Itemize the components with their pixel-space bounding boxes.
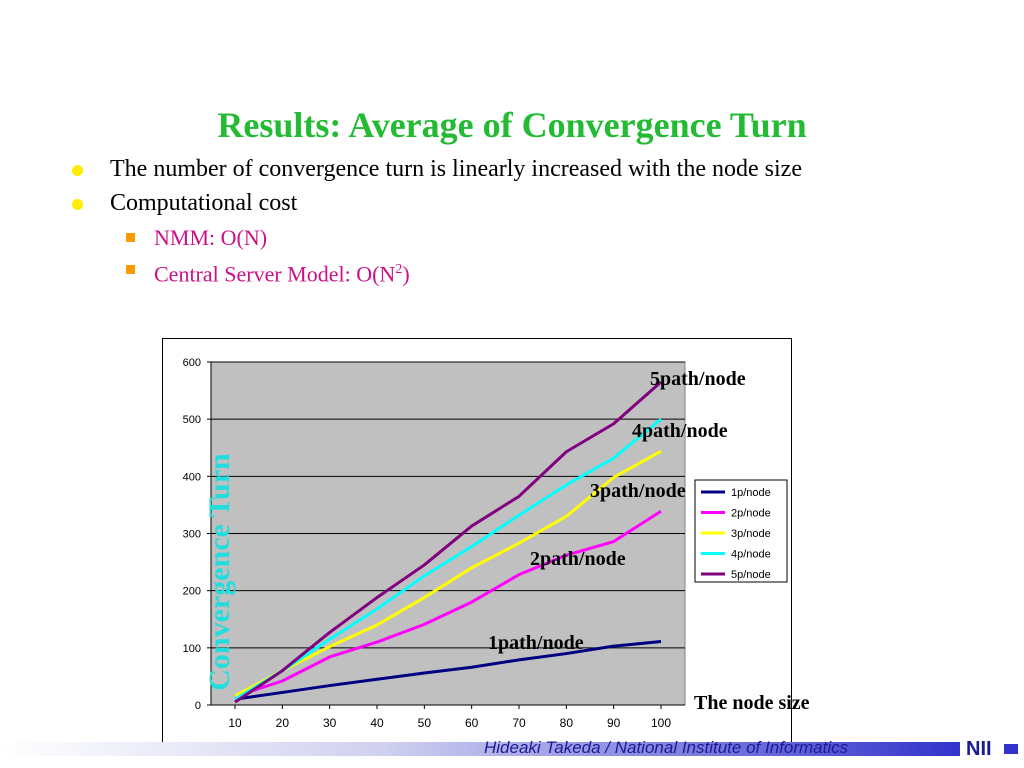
- x-tick-label: 100: [651, 716, 671, 730]
- x-tick-label: 20: [276, 716, 290, 730]
- bullet-square-icon: [126, 233, 135, 242]
- y-tick-label: 0: [195, 700, 201, 712]
- legend-entry: 3p/node: [731, 528, 771, 540]
- annotation-5path: 5path/node: [650, 368, 746, 390]
- y-tick-label: 100: [183, 643, 201, 655]
- annotation-1path: 1path/node: [488, 632, 584, 654]
- x-tick-label: 40: [370, 716, 384, 730]
- sub-bullet-item: Central Server Model: O(N2): [72, 256, 852, 288]
- footer-bar: [0, 742, 960, 756]
- bullet-text: The number of convergence turn is linear…: [110, 156, 802, 182]
- legend-entry: 5p/node: [731, 569, 771, 581]
- x-tick-label: 80: [560, 716, 574, 730]
- bullet-square-icon: [126, 265, 135, 274]
- footer-square-icon: [1004, 744, 1018, 754]
- slide-title: Results: Average of Convergence Turn: [217, 105, 807, 145]
- legend-box: [694, 479, 788, 583]
- y-axis-label: Convergence Turn: [203, 453, 236, 691]
- legend-entry: 2p/node: [731, 508, 771, 520]
- x-tick-label: 10: [228, 716, 242, 730]
- y-tick-label: 200: [183, 586, 201, 598]
- annotation-3path: 3path/node: [590, 480, 686, 502]
- bullet-item: Computational cost: [72, 190, 852, 216]
- y-tick-label: 600: [183, 357, 201, 369]
- bullet-dot-icon: [72, 199, 83, 210]
- x-tick-label: 70: [512, 716, 526, 730]
- x-tick-label: 30: [323, 716, 337, 730]
- nii-logo: NII: [966, 738, 992, 760]
- bullet-item: The number of convergence turn is linear…: [72, 156, 852, 182]
- series-line-4p-node: [234, 418, 662, 701]
- series-line-1p-node: [234, 640, 662, 701]
- series-line-3p-node: [234, 449, 662, 698]
- legend-entry: 1p/node: [731, 487, 771, 499]
- y-tick-label: 400: [183, 471, 201, 483]
- superscript: 2: [395, 262, 403, 277]
- y-tick-label: 300: [183, 529, 201, 541]
- bullet-dot-icon: [72, 165, 83, 176]
- line-chart: 0 100 200 300 400 500 600 10 20 30 40 50 60 70 80 90 100…: [183, 357, 788, 730]
- sub-bullet-tail: ): [402, 261, 410, 287]
- x-tick-label: 90: [607, 716, 621, 730]
- bullet-list: The number of convergence turn is linear…: [72, 156, 852, 292]
- sub-bullet-text: Central Server Model: O(N: [154, 261, 396, 287]
- annotation-4path: 4path/node: [632, 420, 728, 442]
- sub-bullet-text: NMM: O(N): [154, 225, 268, 250]
- x-axis-label: The node size: [694, 692, 810, 714]
- y-tick-label: 500: [183, 414, 201, 426]
- series-line-2p-node: [234, 509, 662, 698]
- series-line-5p-node: [234, 380, 662, 704]
- bullet-text: Computational cost: [110, 190, 298, 216]
- x-tick-label: 50: [418, 716, 432, 730]
- chart-frame: 0 100 200 300 400 500 600 10 20 30 40 50 60 70 80 90 100…: [162, 338, 792, 748]
- annotation-2path: 2path/node: [530, 548, 626, 570]
- legend-entry: 4p/node: [731, 549, 771, 561]
- footer-author: Hideaki Takeda / National Institute of I…: [484, 738, 849, 757]
- x-tick-label: 60: [465, 716, 479, 730]
- sub-bullet-item: NMM: O(N): [72, 224, 852, 252]
